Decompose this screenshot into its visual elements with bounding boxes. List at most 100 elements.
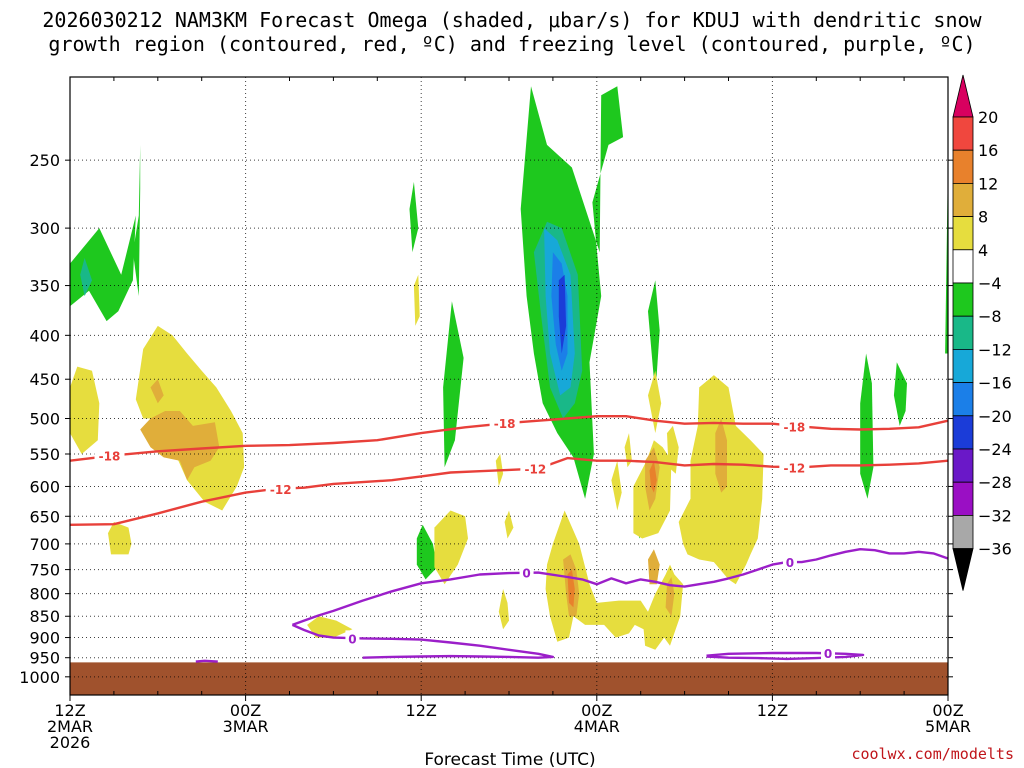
colorbar-label-9: −20 (978, 407, 1012, 426)
colorbar-top-arrow (952, 74, 974, 118)
freezing-level-lower-label-bg-0 (345, 630, 360, 646)
omega-shaded-region-15 (945, 160, 948, 354)
minus12-isotherm-label-0: -12 (270, 483, 292, 497)
x-tick-label-0-1: 2MAR (47, 717, 93, 736)
minus12-isotherm-label-1: -12 (524, 463, 546, 477)
y-tick-label-600: 600 (29, 477, 60, 496)
omega-shaded-region-1 (132, 144, 141, 297)
omega-shaded-region-2 (80, 257, 92, 297)
colorbar-box-3 (952, 182, 974, 217)
omega-shaded-region-36 (648, 549, 660, 585)
colorbar-label-3: 8 (978, 208, 988, 227)
colorbar-box-7 (952, 315, 974, 350)
freezing-level-small-2-label-bg-0 (821, 644, 836, 660)
colorbar-box-5 (952, 249, 974, 284)
omega-shaded-region-26 (611, 460, 622, 511)
colorbar-label-1: 16 (978, 141, 998, 160)
omega-shaded-region-9 (558, 274, 567, 354)
colorbar-label-2: 12 (978, 174, 998, 193)
omega-shaded-region-20 (413, 274, 420, 326)
x-tick-label-48-0: 12Z (757, 701, 788, 720)
chart-title-line-2: growth region (contoured, red, ºC) and f… (48, 32, 976, 56)
freezing-level-upper-line (291, 548, 949, 627)
colorbar-label-0: 20 (978, 108, 998, 127)
x-tick-label-60-1: 5MAR (925, 717, 971, 736)
omega-shaded-region-32 (140, 411, 220, 481)
omega-colorbar: 20 16 12 8 4 −4 −8 −12 −16 −20 −24 −28 −32 −36 (952, 74, 1012, 591)
colorbar-box-11 (952, 448, 974, 483)
omega-shaded-region-25 (545, 510, 684, 650)
y-tick-label-300: 300 (29, 219, 60, 238)
omega-shaded-region-30 (667, 425, 679, 474)
colorbar-label-10: −24 (978, 440, 1012, 459)
colorbar-box-8 (952, 348, 974, 383)
colorbar-box-6 (952, 282, 974, 317)
y-tick-label-400: 400 (29, 326, 60, 345)
colorbar-label-11: −28 (978, 473, 1012, 492)
omega-shaded-region-21 (434, 510, 468, 585)
x-tick-label-36-1: 4MAR (574, 717, 620, 736)
omega-shaded-region-40 (649, 460, 657, 493)
colorbar-label-13: −36 (978, 540, 1012, 559)
minus12-isotherm-label-bg-2 (779, 459, 810, 475)
freezing-level-upper-label-bg-1 (782, 554, 797, 570)
y-tick-label-700: 700 (29, 535, 60, 554)
x-tick-label-36-0: 00Z (581, 701, 612, 720)
omega-shaded-region-22 (504, 510, 514, 539)
omega-shaded-region-17 (70, 366, 100, 454)
colorbar-box-4 (952, 216, 974, 251)
x-tick-label-0-0: 12Z (54, 701, 85, 720)
omega-shaded-region-4 (409, 181, 419, 253)
y-axis: 250 300 350 400 450 500 550 600 650 700 750 800 850 9… (19, 151, 953, 687)
omega-shaded-region-13 (893, 362, 907, 426)
omega-shaded-region-16 (135, 325, 245, 511)
freezing-level-lower-line (291, 623, 555, 659)
x-tick-label-0-2: 2026 (50, 733, 91, 752)
x-tick-label-60-0: 00Z (932, 701, 963, 720)
x-axis-label: Forecast Time (UTC) (424, 750, 595, 768)
colorbar-label-4: 4 (978, 241, 988, 260)
y-tick-label-750: 750 (29, 561, 60, 580)
colorbar-box-9 (952, 382, 974, 417)
minus18-isotherm-line (69, 415, 949, 462)
minus18-isotherm-label-bg-2 (779, 418, 810, 434)
y-tick-label-550: 550 (29, 445, 60, 464)
freezing-level-upper-label-1: 0 (786, 556, 794, 570)
colorbar-bottom-arrow (952, 548, 974, 591)
chart-title-line-1: 2026030212 NAM3KM Forecast Omega (shaded… (42, 8, 982, 32)
freezing-level-upper-label-bg-0 (519, 564, 534, 580)
ground-fill (70, 662, 948, 695)
freezing-level-small-2-line (706, 651, 865, 661)
y-tick-label-800: 800 (29, 585, 60, 604)
minus12-isotherm-label-bg-1 (520, 460, 551, 476)
colorbar-label-6: −8 (978, 307, 1002, 326)
y-tick-label-900: 900 (29, 629, 60, 648)
minus12-isotherm-label-2: -12 (784, 461, 806, 475)
omega-shaded-region-14 (860, 353, 874, 499)
omega-shaded-region-38 (715, 418, 727, 493)
omega-shaded-region-24 (498, 589, 509, 630)
x-tick-label-24-0: 12Z (406, 701, 437, 720)
colorbar-box-13 (952, 515, 974, 550)
omega-shading-layer (70, 86, 948, 650)
ground-layer (70, 662, 948, 695)
freezing-level-small-2-label-0: 0 (824, 647, 832, 661)
omega-shaded-region-3 (443, 301, 464, 468)
omega-shaded-region-29 (648, 370, 662, 434)
omega-shaded-region-33 (150, 379, 164, 404)
credit-text[interactable]: coolwx.com/modelts (851, 745, 1014, 763)
contour-layer: -18 -18 -18 -12 -12 -12 0 0 0 0 (69, 414, 949, 663)
colorbar-box-1 (952, 116, 974, 151)
colorbar-box-10 (952, 415, 974, 450)
colorbar-box-12 (952, 481, 974, 516)
freezing-level-small-1-line (195, 659, 218, 663)
omega-shaded-region-37 (665, 577, 675, 617)
minus18-isotherm-label-0: -18 (99, 449, 121, 463)
minus18-isotherm-label-bg-1 (489, 414, 520, 430)
x-tick-label-12-0: 00Z (230, 701, 261, 720)
colorbar-label-8: −16 (978, 374, 1012, 393)
omega-shaded-region-27 (624, 433, 632, 468)
minus18-isotherm-label-1: -18 (494, 417, 516, 431)
